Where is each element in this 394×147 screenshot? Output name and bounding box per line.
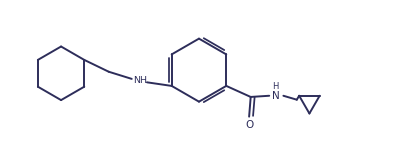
Text: NH: NH: [133, 76, 147, 85]
Text: O: O: [245, 120, 253, 130]
Text: N: N: [271, 91, 279, 101]
Text: H: H: [272, 82, 279, 91]
